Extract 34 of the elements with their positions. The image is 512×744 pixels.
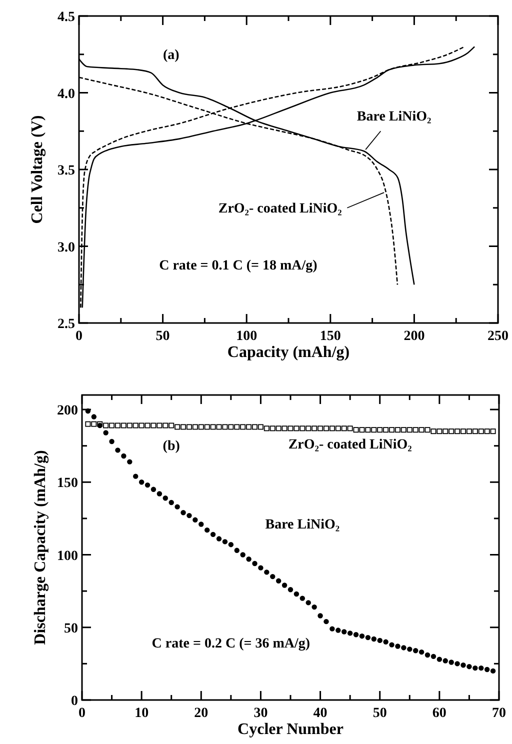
x-tick-label: 150 <box>320 329 341 344</box>
x-axis-title: Capacity (mAh/g) <box>227 344 350 361</box>
annotation: ZrO₂- coated LiNiO₂ <box>288 438 412 453</box>
annotation: C rate = 0.2 C (= 36 mA/g) <box>152 636 310 652</box>
x-tick-label: 20 <box>194 706 208 721</box>
y-tick-label: 50 <box>64 621 78 636</box>
annotation: Bare LiNiO₂ <box>356 109 432 124</box>
y-tick-label: 2.5 <box>58 317 75 332</box>
y-tick-label: 3.5 <box>58 164 75 178</box>
x-tick-label: 50 <box>372 706 387 721</box>
x-tick-label: 10 <box>134 706 149 721</box>
x-tick-label: 30 <box>254 706 268 721</box>
x-tick-label: 40 <box>313 706 328 721</box>
annotation: C rate = 0.1 C (= 18 mA/g) <box>159 258 318 274</box>
x-tick-label: 50 <box>156 329 170 344</box>
x-tick-label: 200 <box>404 329 425 344</box>
y-tick-label: 4.0 <box>58 86 75 102</box>
annotation: Bare LiNiO₂ <box>265 518 340 533</box>
y-axis-title: Cell Voltage (V) <box>29 115 46 224</box>
y-axis-title: Discharge Capacity (mAh/g) <box>32 450 49 645</box>
annotation: (b) <box>162 439 180 454</box>
y-tick-label: 4.5 <box>58 10 75 25</box>
x-tick-label: 100 <box>236 329 258 344</box>
x-tick-label: 250 <box>488 329 508 344</box>
y-tick-label: 150 <box>57 476 78 492</box>
y-tick-label: 200 <box>57 404 78 419</box>
annotation: ZrO₂- coated LiNiO₂ <box>218 201 342 216</box>
y-tick-label: 100 <box>57 548 78 564</box>
x-tick-label: 70 <box>492 706 506 721</box>
y-tick-label: 3.0 <box>58 240 75 256</box>
x-axis-title: Cycler Number <box>238 721 344 738</box>
x-tick-label: 60 <box>432 706 446 721</box>
y-tick-label: 0 <box>71 694 78 709</box>
annotation: (a) <box>163 48 180 63</box>
